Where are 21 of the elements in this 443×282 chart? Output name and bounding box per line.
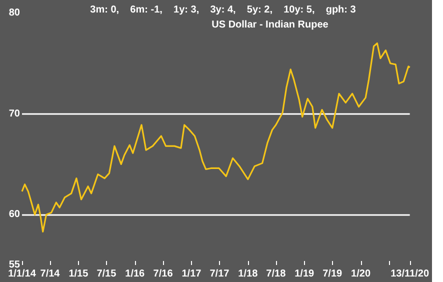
x-tick-label: 13/11/20 xyxy=(390,268,430,280)
text: US Dollar - Indian Rupee xyxy=(212,20,329,30)
x-tick-label: 7/19 xyxy=(322,268,343,280)
x-tick-label: 1/1/14 xyxy=(8,268,36,280)
y-tick-label: 60 xyxy=(8,209,20,220)
x-tick-label: 7/15 xyxy=(96,268,117,280)
y-tick-label: 55 xyxy=(8,260,20,270)
x-tick-label: 1/15 xyxy=(68,268,89,280)
x-tick-label: 1/17 xyxy=(182,268,202,280)
x-tick-label: 1/19 xyxy=(294,268,315,280)
line-series xyxy=(21,42,411,233)
x-tick-label: 1/20 xyxy=(351,268,371,280)
x-tick-label: 7/18 xyxy=(266,268,286,280)
chart-subtitle: 3m: 0, 6m: -1, 1y: 3, 3y: 4, 5y: 2, 10y: 5, gph: 3 xyxy=(90,4,356,16)
x-tick-label: 7/17 xyxy=(210,268,230,280)
x-tick-label: 1/16 xyxy=(125,268,146,280)
y-tick-label: 80 xyxy=(8,8,20,18)
y-tick-label: 70 xyxy=(8,108,20,120)
x-tick-label: 1/18 xyxy=(238,268,258,280)
x-tick-label: 7/14 xyxy=(40,268,60,280)
x-tick-label: 7/16 xyxy=(153,268,174,280)
